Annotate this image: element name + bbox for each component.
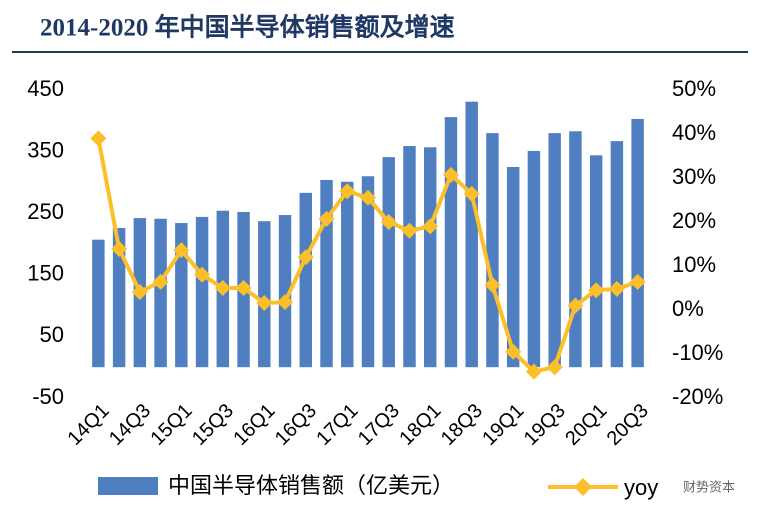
line-marker <box>277 294 294 311</box>
bar <box>403 146 416 368</box>
bar <box>548 133 561 368</box>
legend-swatch <box>98 477 158 495</box>
x-tick-label: 16Q3 <box>271 400 321 450</box>
y2-tick-label: 20% <box>672 208 716 233</box>
y2-tick-label: 50% <box>672 76 716 101</box>
legend-label: 中国半导体销售额（亿美元） <box>168 473 454 498</box>
y-tick-label: 50 <box>40 322 64 347</box>
y2-tick-label: 10% <box>672 252 716 277</box>
line-marker <box>484 276 501 293</box>
bar <box>610 141 624 368</box>
bar <box>527 150 541 368</box>
bar <box>175 223 188 368</box>
chart-title: 2014-2020 年中国半导体销售额及增速 <box>40 13 455 42</box>
bar <box>589 155 603 368</box>
legend-label: yoy <box>624 475 658 500</box>
bar <box>258 221 271 368</box>
x-tick-label: 15Q3 <box>188 400 238 450</box>
bar <box>506 167 520 368</box>
line-marker <box>297 249 314 266</box>
line-marker <box>608 280 625 297</box>
bar <box>341 181 354 368</box>
x-tick-label: 18Q1 <box>395 400 445 450</box>
line-marker <box>629 273 646 290</box>
bar <box>631 118 644 368</box>
line-marker <box>339 183 356 200</box>
bar <box>424 147 437 368</box>
watermark: 财势资本 <box>683 479 735 494</box>
line-marker <box>546 359 563 376</box>
bar <box>299 192 312 368</box>
y2-tick-label: 0% <box>672 296 704 321</box>
line-marker <box>401 222 418 239</box>
line-marker <box>360 189 376 206</box>
line-marker <box>111 240 128 257</box>
x-tick-label: 19Q1 <box>478 400 528 450</box>
bar <box>569 131 582 368</box>
legend-marker <box>574 478 592 496</box>
x-tick-label: 14Q3 <box>105 400 155 450</box>
bar <box>195 216 209 368</box>
line-marker <box>235 280 252 296</box>
line-marker <box>525 363 542 380</box>
line-marker <box>152 273 169 290</box>
y2-tick-label: -20% <box>672 384 723 409</box>
bar <box>320 179 333 368</box>
y-tick-label: 450 <box>27 76 64 101</box>
line-marker <box>173 242 190 259</box>
bar <box>465 101 478 368</box>
line-marker <box>505 343 522 360</box>
line-marker <box>194 266 211 283</box>
line-marker <box>422 218 439 235</box>
y2-tick-label: 40% <box>672 120 716 145</box>
y-tick-label: 350 <box>27 137 64 162</box>
x-tick-label: 20Q3 <box>603 400 653 450</box>
y-tick-label: 150 <box>27 261 64 286</box>
line-marker <box>588 282 605 299</box>
x-tick-label: 19Q3 <box>520 400 570 450</box>
bar <box>278 215 292 368</box>
x-tick-label: 17Q1 <box>312 400 362 450</box>
bar <box>382 157 395 368</box>
bar <box>361 176 375 368</box>
x-tick-label: 17Q3 <box>354 400 404 450</box>
line-marker <box>256 294 273 311</box>
bar <box>486 133 499 368</box>
line-marker <box>442 166 459 183</box>
x-tick-label: 18Q3 <box>437 400 487 450</box>
line-marker <box>463 185 480 202</box>
line-marker <box>380 214 397 230</box>
y2-tick-label: 30% <box>672 164 716 189</box>
line-marker <box>131 283 148 300</box>
y-tick-label: 250 <box>27 199 64 224</box>
x-tick-label: 14Q1 <box>63 400 113 450</box>
line-marker <box>90 130 107 147</box>
bar <box>444 117 458 368</box>
line-marker <box>214 280 231 296</box>
line-marker <box>567 297 584 314</box>
y2-tick-label: -10% <box>672 340 723 365</box>
bar <box>112 227 126 368</box>
x-tick-label: 16Q1 <box>229 400 279 450</box>
bar <box>154 218 167 368</box>
line-marker <box>318 210 335 227</box>
y-tick-label: -50 <box>32 384 64 409</box>
x-tick-label: 15Q1 <box>146 400 196 450</box>
x-tick-label: 20Q1 <box>561 400 611 450</box>
bar <box>92 239 105 368</box>
